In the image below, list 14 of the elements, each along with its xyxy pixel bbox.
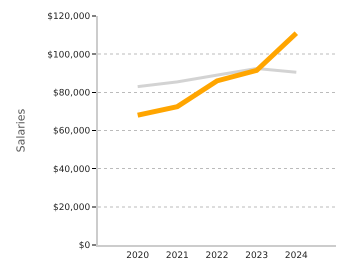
y-tick-label: $20,000: [52, 202, 90, 213]
x-tick-label: 2022: [206, 250, 228, 261]
y-axis-title: Salaries: [14, 108, 28, 152]
x-tick-label: 2020: [126, 250, 150, 261]
y-tick-label: $100,000: [47, 50, 90, 60]
y-tick-label: $120,000: [47, 12, 90, 22]
y-tick-label: $80,000: [52, 88, 90, 98]
x-tick-label: 2021: [166, 250, 189, 261]
y-tick-label: $60,000: [52, 126, 90, 137]
y-tick-label: $0: [78, 241, 90, 252]
x-tick-label: 2023: [245, 250, 268, 261]
x-tick-label: 2024: [284, 250, 308, 261]
line-series: [136, 66, 298, 88]
y-tick-label: $40,000: [52, 164, 90, 175]
